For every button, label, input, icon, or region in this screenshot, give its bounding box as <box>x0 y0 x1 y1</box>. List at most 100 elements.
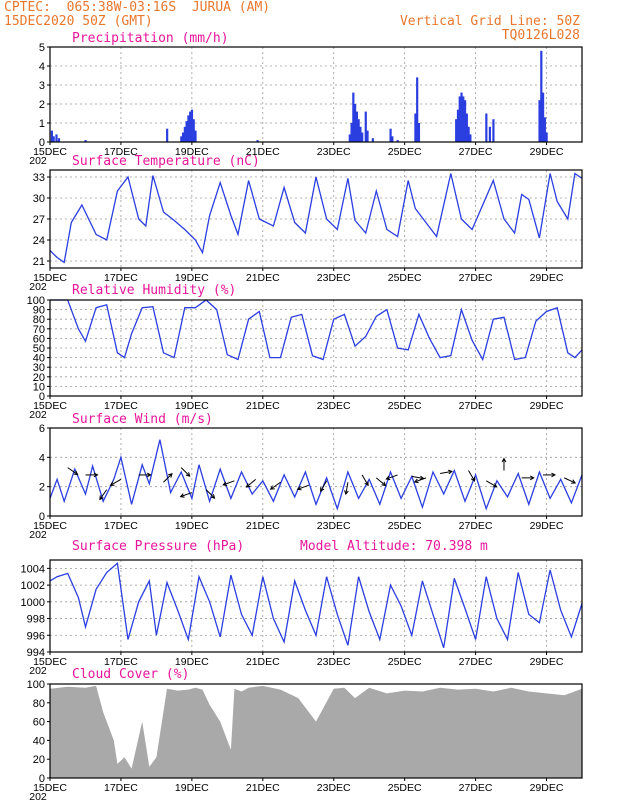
precip-year-label: 202 <box>29 155 47 167</box>
temp-ytick-label: 24 <box>33 235 45 247</box>
precip-bar <box>189 111 192 142</box>
temp-ytick-label: 30 <box>33 193 45 205</box>
wind-vector <box>414 477 427 483</box>
wind-vector-head <box>109 481 115 486</box>
wind-vector-head <box>210 494 216 499</box>
wind-vector-head <box>93 472 99 478</box>
pressure-ytick-label: 1002 <box>21 580 45 592</box>
precip-bar <box>540 50 543 142</box>
precip-bar <box>166 128 169 142</box>
pressure-ytick-label: 998 <box>27 614 45 626</box>
wind-vector-head <box>385 475 391 481</box>
pressure-xtick-label: 29DEC <box>530 656 564 668</box>
cloud-ytick-label: 20 <box>33 754 45 766</box>
wind-vector <box>110 478 122 486</box>
wind-vector-head <box>245 483 251 488</box>
precip-bar <box>469 134 472 142</box>
precip-bar <box>50 130 53 142</box>
cloud-xtick-label: 15DEC <box>33 782 67 794</box>
cloud-ytick-label: 40 <box>33 735 45 747</box>
pressure-xtick-label: 15DEC <box>33 656 67 668</box>
precip-xtick-label: 21DEC <box>246 146 280 158</box>
wind-vector-head <box>269 485 275 490</box>
wind-xtick-label: 23DEC <box>317 520 351 532</box>
temp-xtick-label: 15DEC <box>33 272 67 284</box>
rh-year-label: 202 <box>29 409 47 421</box>
rh-ytick-label: 50 <box>33 343 45 355</box>
precip-bar <box>187 115 190 142</box>
cloud-xtick-label: 25DEC <box>388 782 422 794</box>
temp-xtick-label: 19DEC <box>175 272 209 284</box>
cloud-ytick-label: 0 <box>39 773 45 785</box>
wind-xtick-label: 29DEC <box>530 520 564 532</box>
precip-bar <box>541 92 545 142</box>
header-grid-note: Vertical Grid Line: 50Z <box>399 14 580 29</box>
rh-ytick-label: 40 <box>33 353 45 365</box>
precip-xtick-label: 19DEC <box>175 146 209 158</box>
pressure-ytick-label: 1000 <box>21 597 45 609</box>
precip-bar <box>465 113 468 142</box>
precip-bar <box>361 132 364 142</box>
precip-bar <box>417 123 421 142</box>
precip-bar <box>84 140 87 142</box>
cloud-frame <box>49 683 583 779</box>
pressure-annotation: Model Altitude: 70.398 m <box>300 539 488 554</box>
cloud-xtick-label: 27DEC <box>459 782 493 794</box>
precip-bar <box>182 132 185 142</box>
precip-bar <box>354 104 357 142</box>
precip-bar <box>359 126 362 142</box>
rh-ytick-label: 60 <box>33 333 45 345</box>
wind-vector-head <box>551 472 557 478</box>
wind-xtick-label: 21DEC <box>246 520 280 532</box>
precip-bar <box>180 136 183 142</box>
wind-vector <box>270 481 281 490</box>
wind-ytick-label: 4 <box>39 452 45 464</box>
precip-bar <box>391 136 394 142</box>
precip-bar <box>455 119 458 142</box>
wind-vector-head <box>167 473 173 478</box>
rh-ytick-label: 20 <box>33 372 45 384</box>
pressure-frame <box>49 559 583 653</box>
pressure-xtick-label: 27DEC <box>459 656 493 668</box>
precip-bar <box>416 77 419 142</box>
rh-ytick-label: 10 <box>33 381 45 393</box>
pressure-xtick-label: 17DEC <box>104 656 138 668</box>
wind-vector-head <box>448 469 453 475</box>
precip-bar <box>185 121 188 142</box>
pressure-year-label: 202 <box>29 665 47 677</box>
cloud-xtick-label: 17DEC <box>104 782 138 794</box>
wind-vector-head <box>179 493 185 498</box>
rh-ytick-label: 80 <box>33 314 45 326</box>
temp-xtick-label: 25DEC <box>388 272 422 284</box>
precip-bar <box>488 126 491 142</box>
cloud-ytick-label: 60 <box>33 717 45 729</box>
precip-bar <box>414 113 417 142</box>
wind-vector <box>361 474 369 486</box>
precip-bar <box>467 126 470 142</box>
precip-bar <box>57 138 61 142</box>
wind-xtick-label: 25DEC <box>388 520 422 532</box>
wind-vector <box>375 477 386 486</box>
wind-vector-head <box>73 470 79 476</box>
precip-bar <box>460 92 463 142</box>
cloud-xtick-label: 29DEC <box>530 782 564 794</box>
precip-xtick-label: 23DEC <box>317 146 351 158</box>
cloud-xtick-label: 23DEC <box>317 782 351 794</box>
wind-vector-head <box>381 481 387 487</box>
pressure-ytick-label: 1004 <box>21 563 45 575</box>
precip-bar <box>538 100 541 142</box>
precip-frame <box>49 46 583 143</box>
rh-ytick-label: 0 <box>39 391 45 403</box>
wind-vector-head <box>320 487 325 493</box>
rh-xtick-label: 15DEC <box>33 400 67 412</box>
wind-vector-head <box>501 457 507 463</box>
header-date: 15DEC2020 50Z (GMT) <box>4 14 153 29</box>
wind-vector <box>180 467 191 477</box>
precip-bar <box>183 126 186 142</box>
precip-ytick-label: 4 <box>39 61 45 73</box>
wind-vector <box>485 480 497 488</box>
wind-vector <box>386 474 398 480</box>
wind-line <box>49 439 583 511</box>
wind-year-label: 202 <box>29 529 47 541</box>
